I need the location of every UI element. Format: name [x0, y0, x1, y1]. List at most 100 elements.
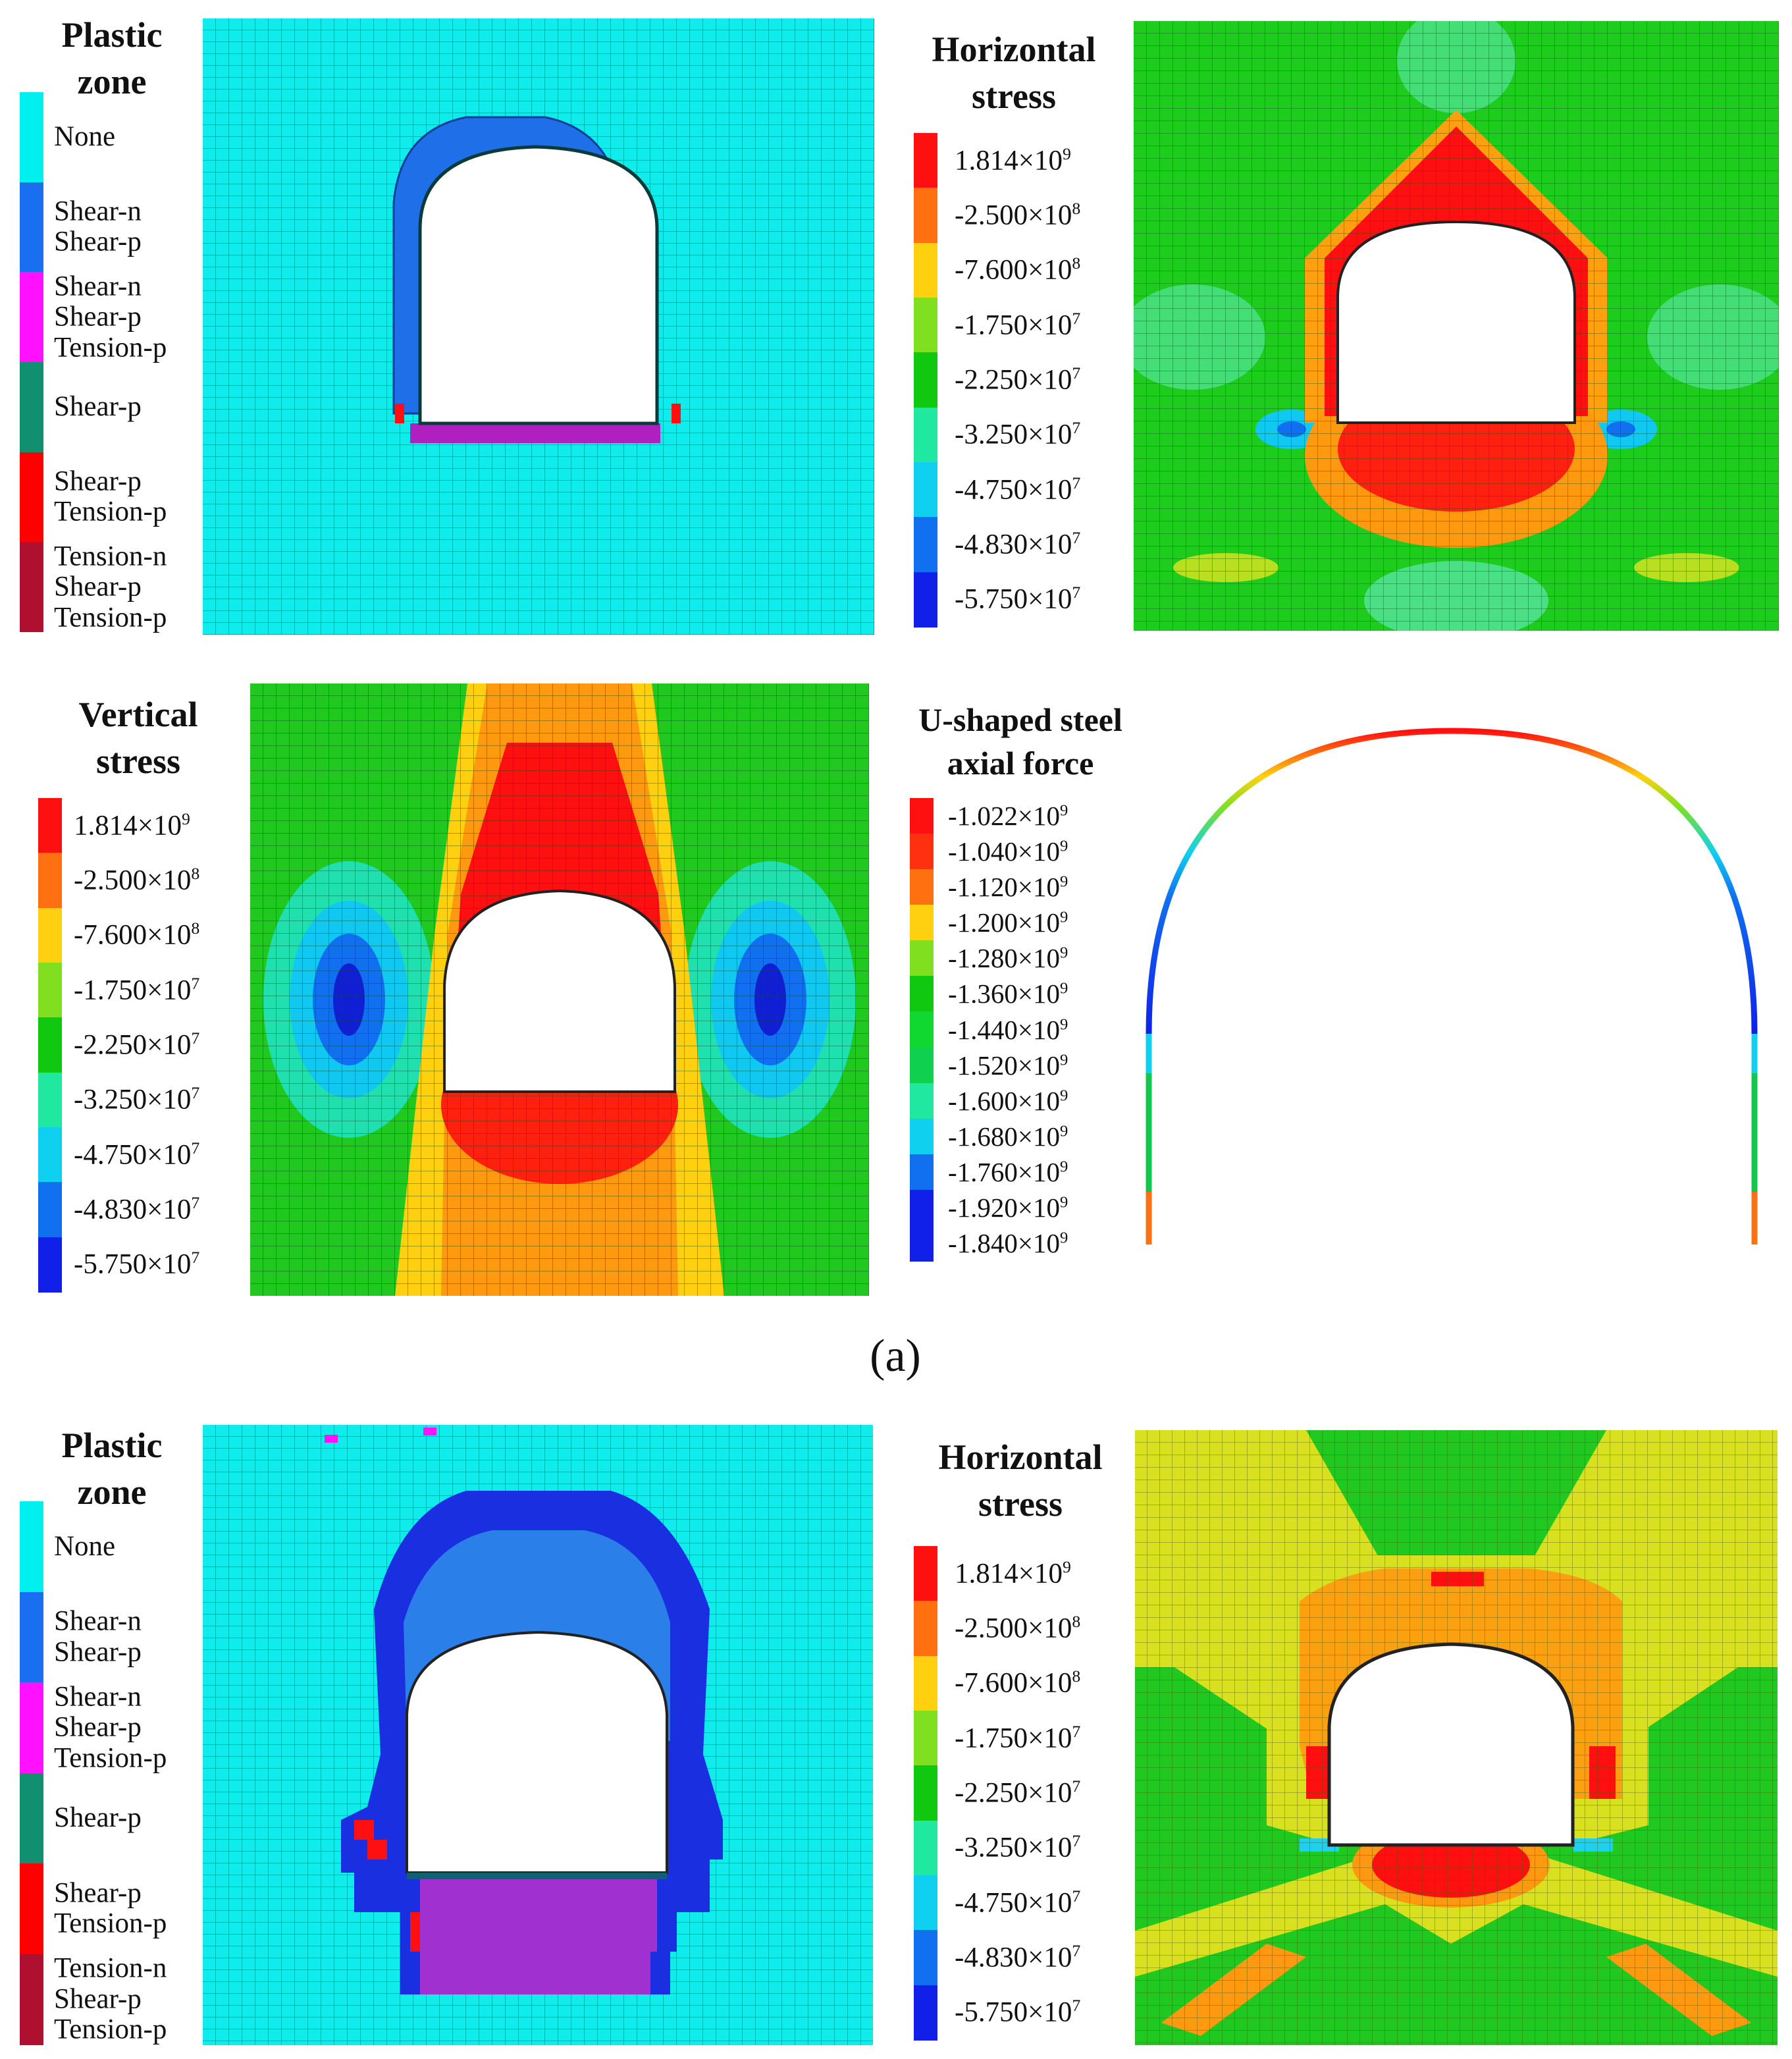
legend-label: -1.760×109: [948, 1156, 1068, 1187]
legend-swatch: [914, 133, 937, 188]
legend-label: -1.022×109: [948, 801, 1068, 832]
a-horizontal-mesh: [1134, 21, 1779, 631]
legend-label: -4.830×107: [955, 1941, 1081, 1973]
legend-label: 1.814×109: [955, 1557, 1071, 1590]
legend-label: -7.600×108: [955, 254, 1081, 286]
legend-label: -2.500×108: [74, 864, 200, 896]
legend-label: Shear-n Shear-p: [54, 196, 142, 257]
legend-swatch: [38, 963, 62, 1018]
legend-swatch: [38, 1072, 62, 1128]
legend-label: None: [54, 1530, 116, 1562]
legend-swatch: [914, 1711, 937, 1766]
legend-swatch: [20, 1682, 43, 1773]
legend-swatch: [38, 853, 62, 909]
legend-label: 1.814×109: [955, 144, 1071, 176]
legend-label: Shear-p Tension-p: [54, 1877, 167, 1939]
legend-label: -1.920×109: [948, 1192, 1068, 1223]
legend-label: -1.040×109: [948, 836, 1068, 867]
legend-label: -4.830×107: [74, 1193, 200, 1225]
legend-label: -2.500×108: [955, 1612, 1081, 1644]
legend-label: -7.600×108: [74, 919, 200, 951]
legend-label: Shear-p: [54, 1802, 142, 1834]
legend-swatch: [914, 352, 937, 408]
legend-swatch: [20, 1954, 43, 2045]
legend-label: -1.680×109: [948, 1121, 1068, 1152]
legend-label: -4.750×107: [74, 1138, 200, 1171]
legend-label: Tension-n Shear-p Tension-p: [54, 1952, 167, 2045]
legend-swatch: [910, 1154, 934, 1190]
legend-label: None: [54, 121, 116, 153]
legend-label: -1.600×109: [948, 1085, 1068, 1116]
legend-label: Tension-n Shear-p Tension-p: [54, 541, 167, 633]
legend-swatch: [914, 1655, 937, 1711]
b-horizontal-mesh: [1135, 1430, 1778, 2045]
a-vertical-opening: [443, 889, 676, 1093]
legend-label: 1.814×109: [74, 809, 190, 842]
legend-swatch: [910, 1011, 934, 1048]
a-horizontal-opening: [1336, 220, 1576, 424]
legend-label: -1.520×109: [948, 1050, 1068, 1081]
a-vertical-mesh: [250, 683, 869, 1296]
legend-label: Shear-n Shear-p Tension-p: [54, 1681, 167, 1773]
subfigure-label: (a): [870, 1331, 921, 1381]
legend-swatch: [914, 1765, 937, 1821]
legend-label: -1.280×109: [948, 943, 1068, 974]
b-plastic-title: Plastic zone: [61, 1426, 163, 1512]
a-plastic-mesh: [203, 18, 874, 635]
b-plastic-opening: [406, 1630, 668, 1874]
legend-label: Shear-n Shear-p: [54, 1605, 142, 1668]
legend-swatch: [914, 188, 937, 244]
legend-swatch: [20, 92, 43, 182]
legend-label: -2.250×107: [955, 1777, 1081, 1809]
legend-label: -2.250×107: [74, 1029, 200, 1061]
legend-label: -1.750×107: [74, 973, 200, 1006]
legend-swatch: [910, 1047, 934, 1084]
legend-label: Shear-p Tension-p: [54, 466, 167, 527]
legend-swatch: [38, 1017, 62, 1073]
legend-swatch: [910, 834, 934, 870]
b-plastic-mesh: [203, 1425, 873, 2045]
legend-swatch: [38, 1237, 62, 1293]
a-horizontal-title: Horizontal stress: [932, 30, 1096, 117]
b-horizontal-opening: [1327, 1642, 1575, 1847]
legend-swatch: [910, 1225, 934, 1262]
legend-swatch: [910, 1083, 934, 1119]
legend-swatch: [914, 462, 937, 518]
a-axial-arch: [1146, 728, 1758, 1244]
legend-label: Shear-n Shear-p Tension-p: [54, 271, 167, 363]
legend-label: -5.750×107: [74, 1248, 200, 1280]
legend-swatch: [20, 542, 43, 633]
legend-swatch: [910, 976, 934, 1013]
a-plastic-title: Plastic zone: [61, 15, 163, 102]
legend-label: -4.750×107: [955, 1886, 1081, 1919]
legend-swatch: [20, 272, 43, 363]
legend-label: -3.250×107: [955, 1831, 1081, 1863]
legend-swatch: [914, 242, 937, 298]
legend-swatch: [914, 1930, 937, 1986]
legend-swatch: [910, 905, 934, 942]
a-vertical-title: Vertical stress: [78, 695, 198, 782]
legend-label: -1.120×109: [948, 872, 1068, 903]
legend-label: -1.750×107: [955, 308, 1081, 341]
legend-swatch: [20, 1501, 43, 1592]
legend-swatch: [20, 182, 43, 273]
legend-swatch: [38, 1127, 62, 1183]
legend-swatch: [20, 362, 43, 452]
legend-swatch: [914, 572, 937, 628]
legend-label: -4.750×107: [955, 473, 1081, 506]
legend-swatch: [914, 1820, 937, 1876]
legend-swatch: [914, 1601, 937, 1657]
legend-swatch: [914, 1546, 937, 1601]
legend-swatch: [914, 407, 937, 463]
legend-swatch: [20, 1591, 43, 1683]
legend-swatch: [20, 1773, 43, 1864]
legend-label: -1.840×109: [948, 1227, 1068, 1258]
legend-label: -4.830×107: [955, 528, 1081, 560]
legend-swatch: [914, 1985, 937, 2041]
legend-swatch: [910, 798, 934, 834]
legend-label: -3.250×107: [74, 1083, 200, 1115]
legend-label: -5.750×107: [955, 583, 1081, 615]
legend-swatch: [20, 1863, 43, 1954]
legend-label: -1.360×109: [948, 978, 1068, 1009]
legend-swatch: [914, 298, 937, 353]
